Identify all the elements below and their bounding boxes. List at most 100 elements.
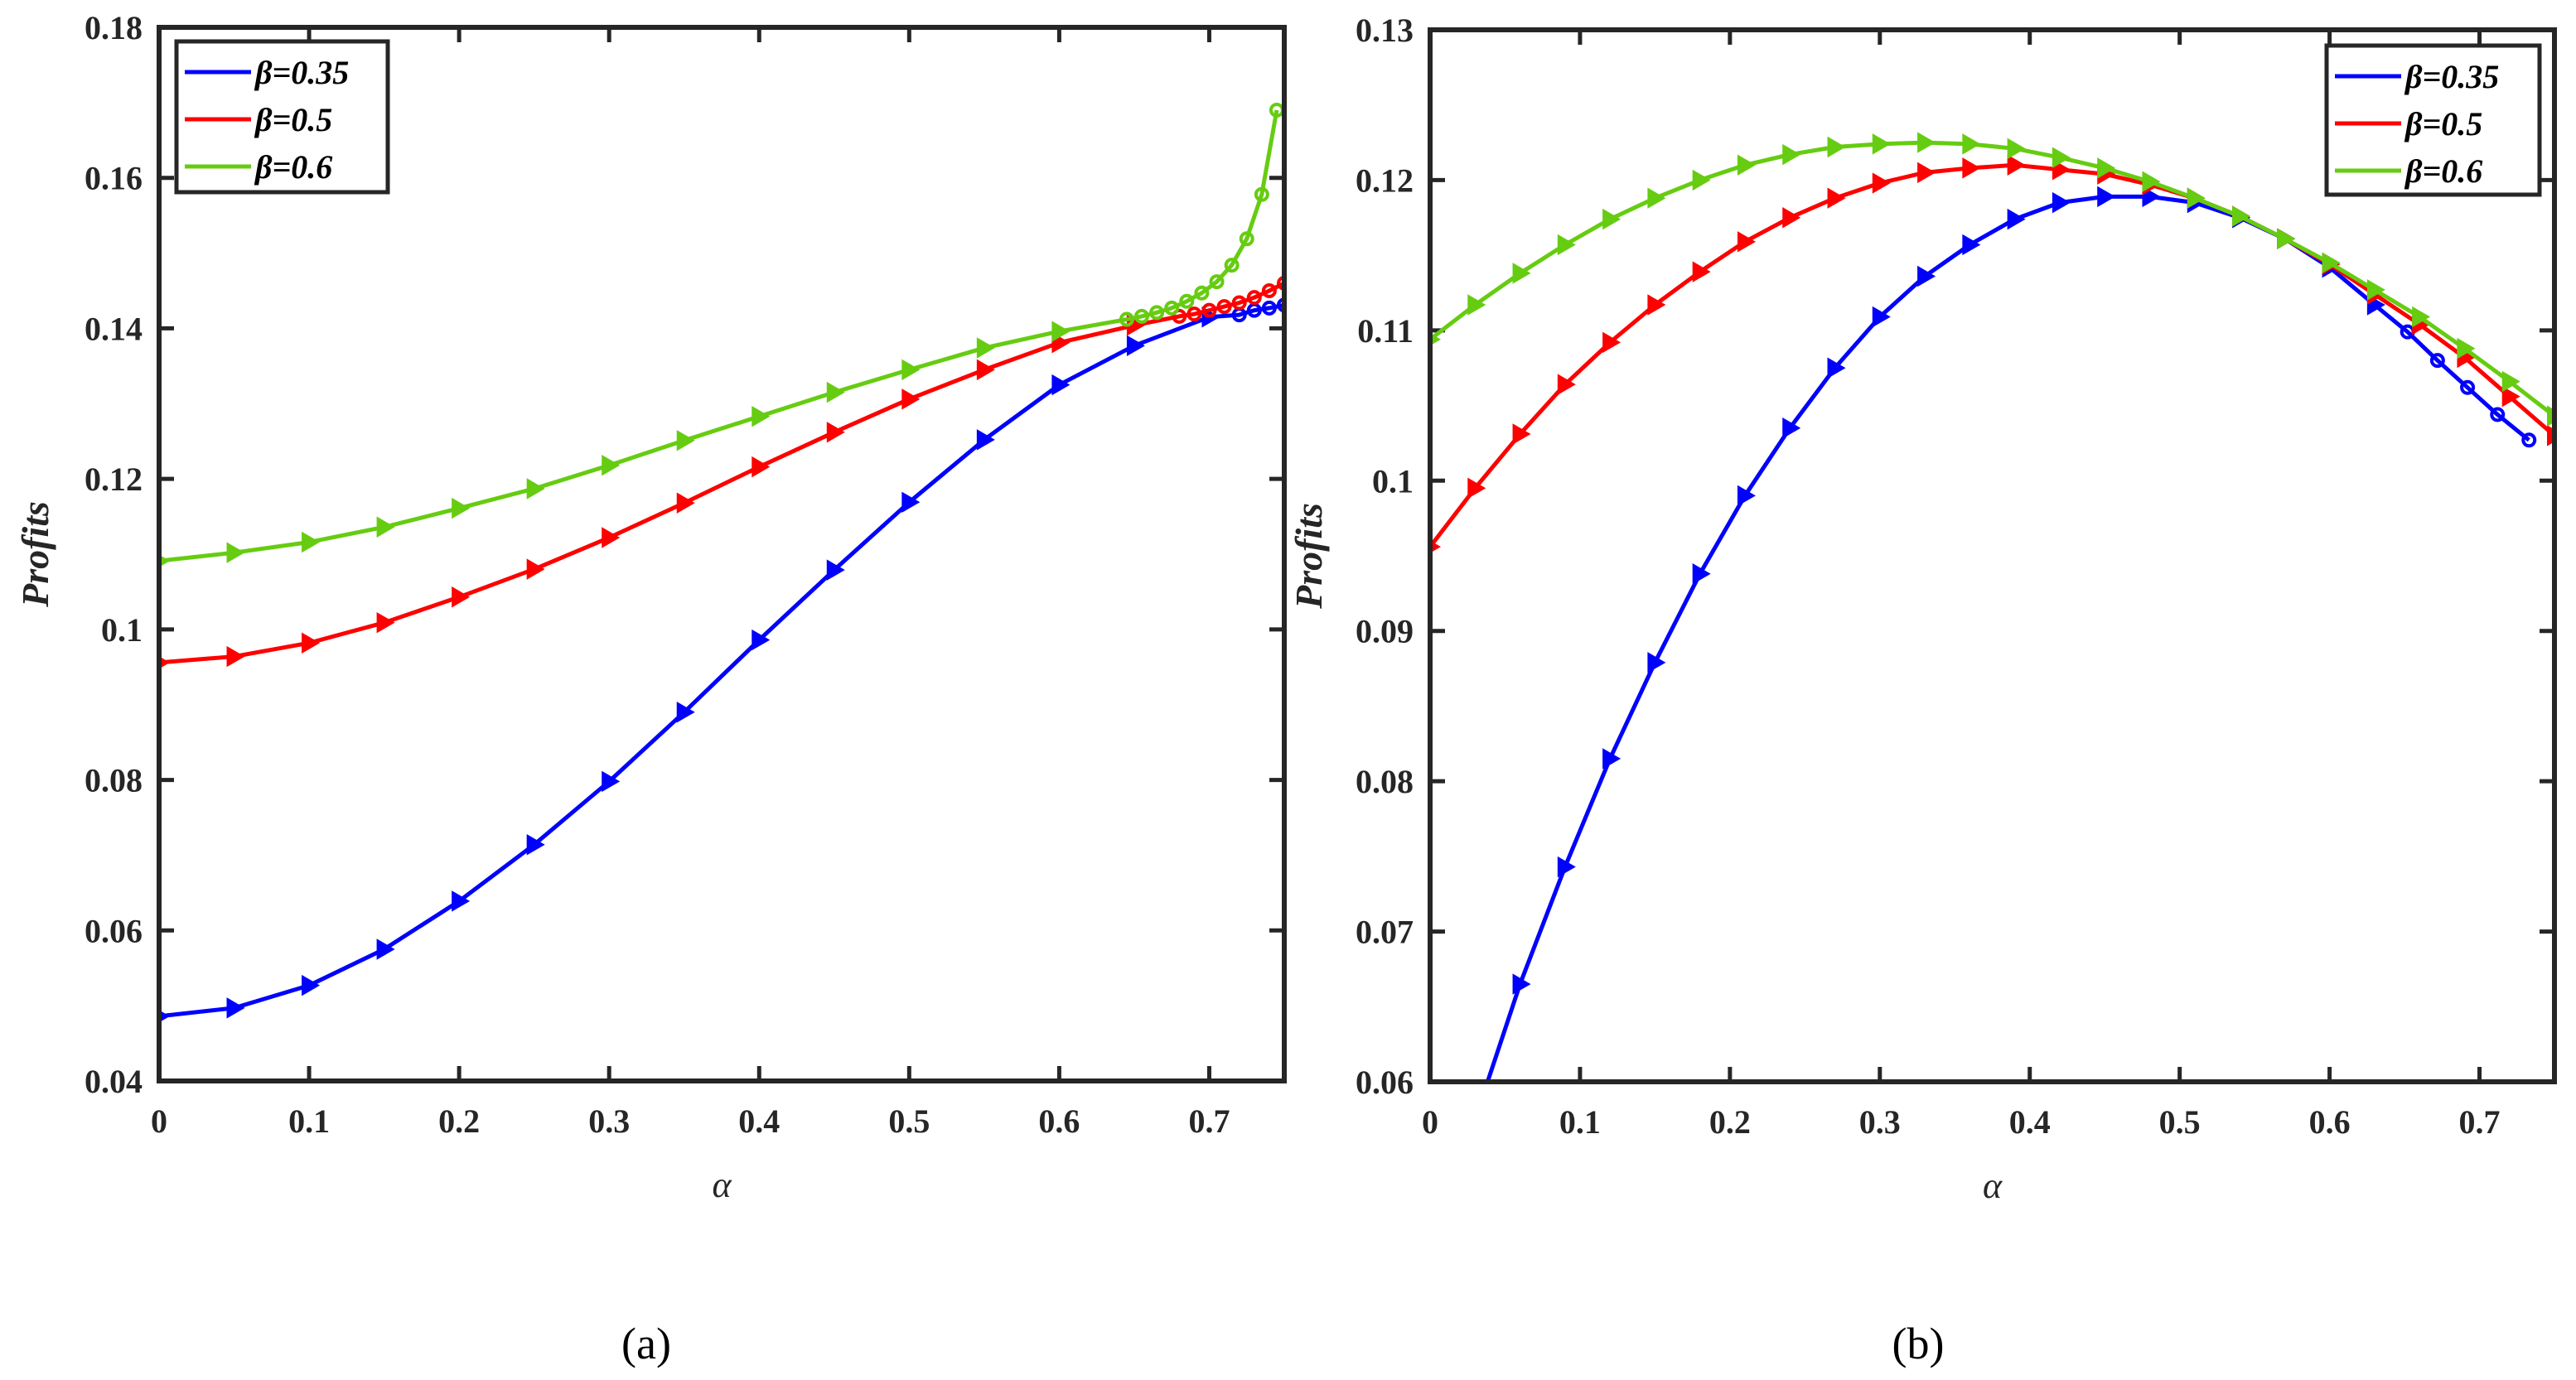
y-tick-label: 0.13	[1356, 12, 1414, 49]
data-point-triangle	[1872, 133, 1891, 155]
data-point-triangle	[752, 456, 771, 478]
y-tick-label: 0.12	[1356, 162, 1414, 199]
y-tick-label: 0.1	[101, 611, 143, 649]
series-line-2	[159, 109, 1279, 563]
data-point-triangle	[602, 455, 621, 476]
data-point-triangle	[1647, 652, 1666, 673]
data-point-triangle	[226, 645, 245, 668]
data-point-triangle	[1782, 207, 1801, 229]
data-point-triangle	[2187, 187, 2206, 209]
data-point-triangle	[901, 388, 921, 410]
y-tick-label: 0.08	[85, 762, 143, 799]
data-point-triangle	[1467, 477, 1486, 499]
data-point-triangle	[2007, 208, 2026, 230]
data-point-triangle	[2052, 191, 2071, 214]
data-point-triangle	[302, 531, 321, 553]
data-point-triangle	[1602, 748, 1621, 770]
data-point-triangle	[1602, 208, 1621, 230]
x-tick-label: 0.1	[288, 1103, 330, 1140]
data-point-triangle	[1782, 143, 1801, 166]
data-point-triangle	[526, 478, 545, 499]
data-point-triangle	[2501, 385, 2520, 408]
data-point-triangle	[2007, 154, 2026, 176]
series-group	[159, 102, 1284, 1023]
data-point-triangle	[826, 559, 845, 581]
y-tick-label: 0.16	[85, 160, 143, 197]
y-tick-label: 0.12	[85, 461, 143, 498]
data-point-triangle	[976, 337, 995, 359]
legend-label-2: β=0.6	[254, 148, 332, 186]
data-point-triangle	[1962, 133, 1981, 155]
data-point-triangle	[1647, 294, 1666, 316]
x-tick-label: 0.3	[1859, 1103, 1901, 1141]
data-point-triangle	[1692, 261, 1711, 282]
x-tick-label: 0.6	[1038, 1103, 1080, 1140]
data-point-circle	[1261, 283, 1277, 298]
data-point-triangle	[2052, 147, 2071, 168]
data-point-triangle	[602, 770, 621, 793]
x-tick-label: 0.4	[2009, 1103, 2051, 1141]
data-point-triangle	[1602, 331, 1621, 354]
series-line-2	[1430, 140, 2554, 418]
data-point-circle	[2429, 353, 2445, 369]
y-tick-label: 0.06	[85, 912, 143, 949]
data-point-triangle	[1051, 374, 1071, 396]
data-point-triangle	[376, 516, 395, 538]
data-point-triangle	[1827, 136, 1846, 158]
data-point-circle	[2490, 407, 2506, 422]
legend-label-0: β=0.35	[254, 54, 349, 91]
data-point-triangle	[1512, 263, 1531, 284]
panel-caption: (a)	[621, 1319, 671, 1368]
data-point-triangle	[2007, 138, 2026, 160]
series-group	[1430, 132, 2554, 1082]
data-point-triangle	[1737, 485, 1756, 507]
data-point-triangle	[2097, 186, 2116, 208]
data-point-triangle	[452, 497, 471, 519]
chart-panel-b: 0 0.1 0.2 0.3 0.4 0.5 0.6 0.7 0.06 0.07 0.08 0.09 0.…	[1288, 12, 2557, 1368]
data-point-triangle	[1917, 265, 1936, 287]
x-tick-label: 0	[1422, 1103, 1438, 1141]
panel-caption: (b)	[1892, 1319, 1945, 1368]
data-point-triangle	[1467, 294, 1486, 316]
data-point-triangle	[2232, 205, 2251, 227]
data-point-circle	[1246, 290, 1262, 306]
data-point-triangle	[1557, 856, 1576, 878]
data-point-triangle	[1827, 357, 1846, 379]
data-point-circle	[1216, 299, 1232, 315]
data-point-triangle	[676, 702, 695, 723]
data-point-triangle	[2322, 252, 2341, 273]
data-point-triangle	[526, 833, 545, 856]
data-point-triangle	[1962, 157, 1981, 179]
series-line-0	[1485, 194, 2530, 1082]
data-point-triangle	[2412, 306, 2431, 328]
data-point-triangle	[1872, 172, 1891, 194]
x-tick-label: 0.2	[1709, 1103, 1751, 1141]
data-point-triangle	[752, 629, 771, 651]
data-point-triangle	[452, 586, 471, 608]
x-tick-label: 0.5	[888, 1103, 930, 1140]
x-tick-label: 0.3	[588, 1103, 630, 1140]
y-tick-label: 0.07	[1356, 914, 1414, 951]
axes-frame	[157, 25, 1287, 1083]
data-point-triangle	[376, 611, 395, 634]
legend: β=0.35 β=0.5 β=0.6	[2324, 43, 2542, 197]
x-tick-label: 0	[151, 1103, 167, 1140]
legend-label-2: β=0.6	[2404, 152, 2482, 190]
data-point-triangle	[526, 558, 545, 580]
data-point-triangle	[2457, 337, 2476, 359]
data-point-circle	[1231, 295, 1247, 311]
data-point-circle	[1149, 305, 1165, 321]
axes-frame	[1428, 27, 2557, 1084]
data-point-triangle	[752, 405, 771, 427]
data-point-triangle	[2501, 370, 2520, 393]
y-tick-label: 0.18	[85, 9, 143, 46]
data-point-triangle	[1512, 973, 1531, 995]
y-tick-label: 0.04	[85, 1063, 143, 1100]
data-point-circle	[1224, 258, 1240, 273]
data-point-triangle	[1512, 423, 1531, 445]
data-point-triangle	[2097, 157, 2116, 179]
data-point-triangle	[302, 974, 321, 996]
data-point-triangle	[676, 430, 695, 451]
y-tick-label: 0.09	[1356, 613, 1414, 650]
